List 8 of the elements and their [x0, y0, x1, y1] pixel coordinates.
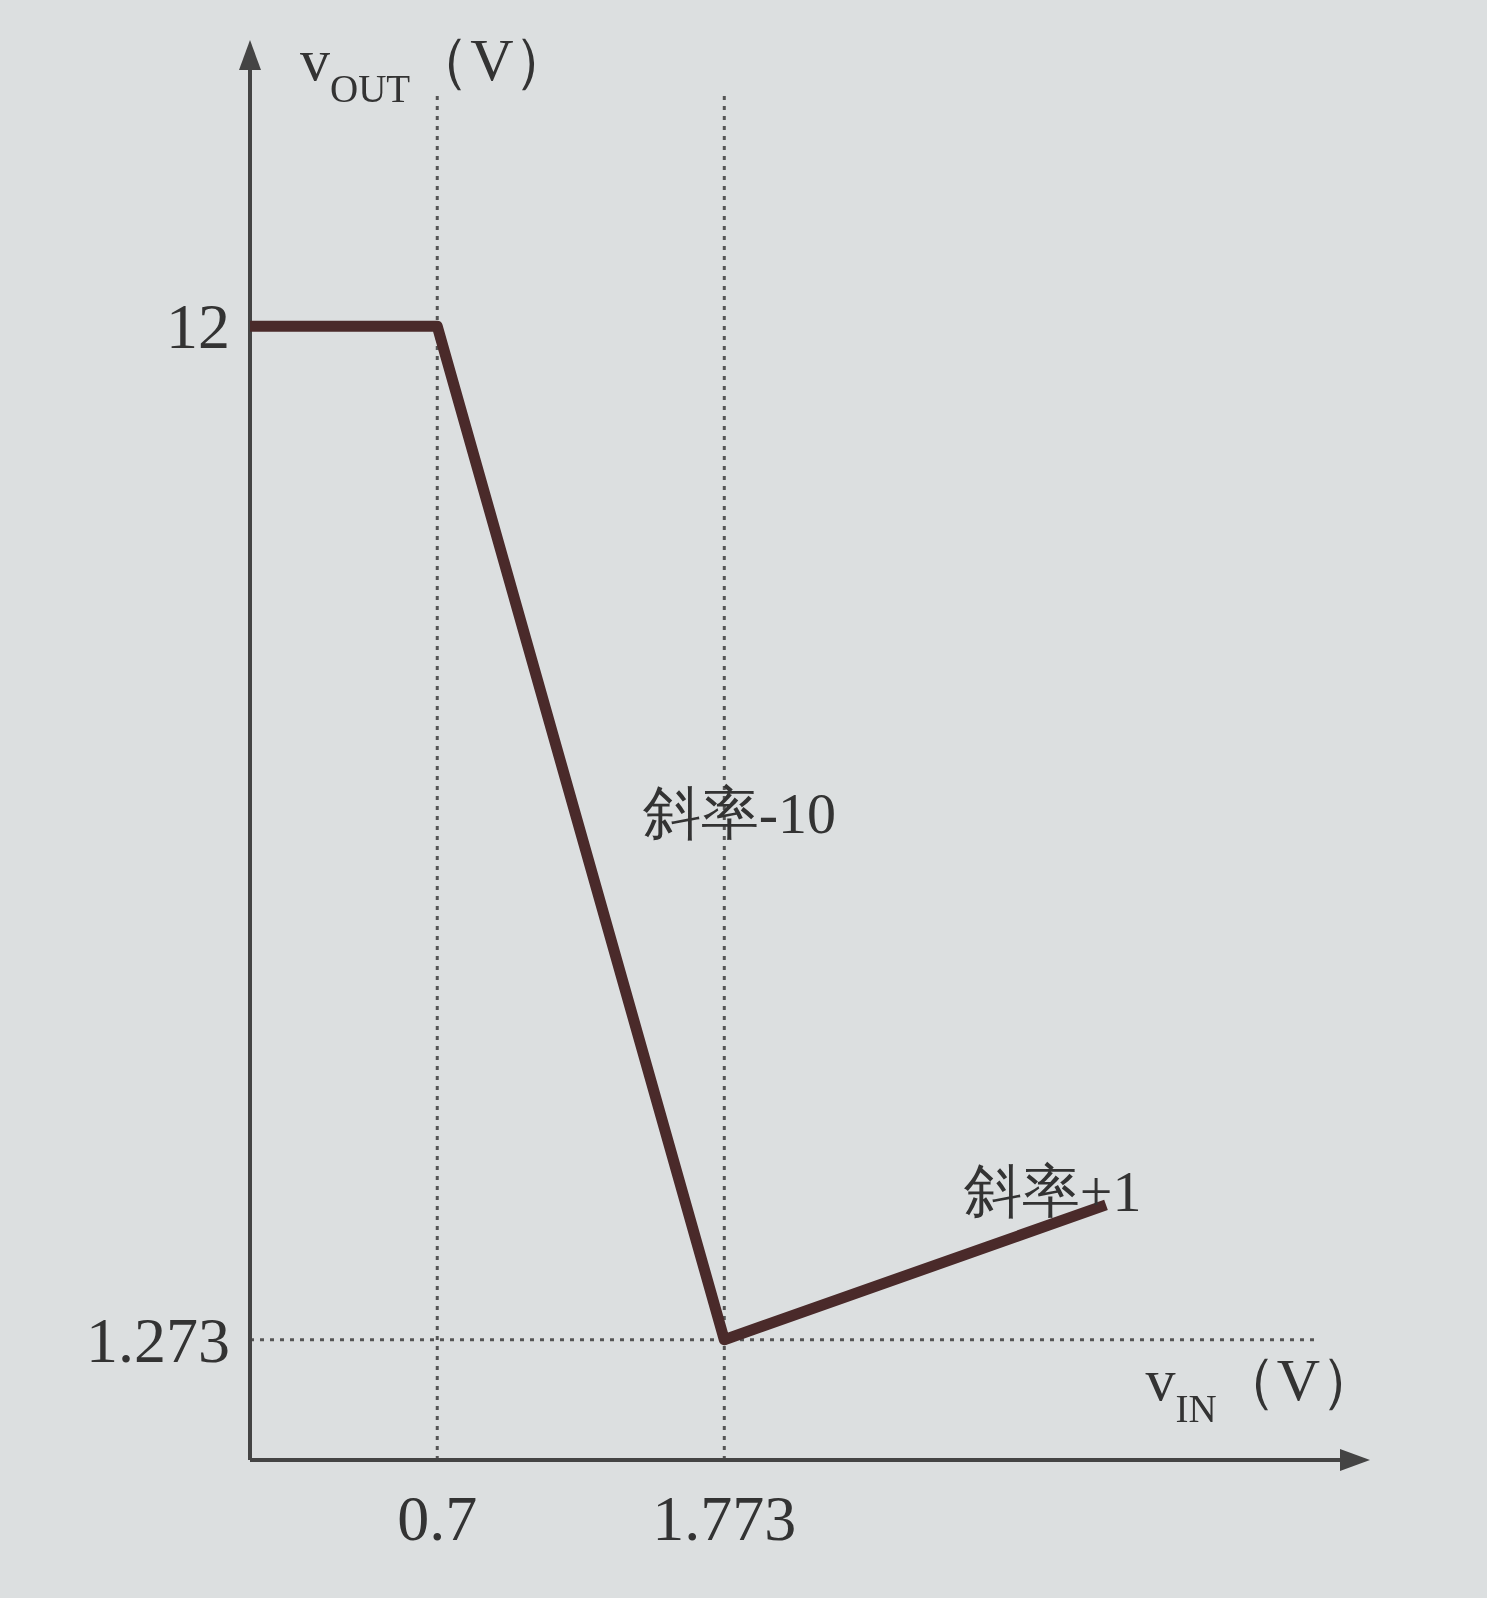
- y-tick: 12: [166, 291, 230, 363]
- annotation: 斜率-10: [642, 781, 837, 847]
- y-tick: 1.273: [86, 1304, 230, 1376]
- x-tick: 0.7: [397, 1483, 478, 1554]
- y-label: v$_{OUT}$（V）: [300, 27, 574, 110]
- annotation: 斜率+1: [963, 1159, 1142, 1225]
- x-tick: 1.773: [652, 1483, 797, 1554]
- x-label: v$_{IN}$（V）: [1145, 1347, 1380, 1430]
